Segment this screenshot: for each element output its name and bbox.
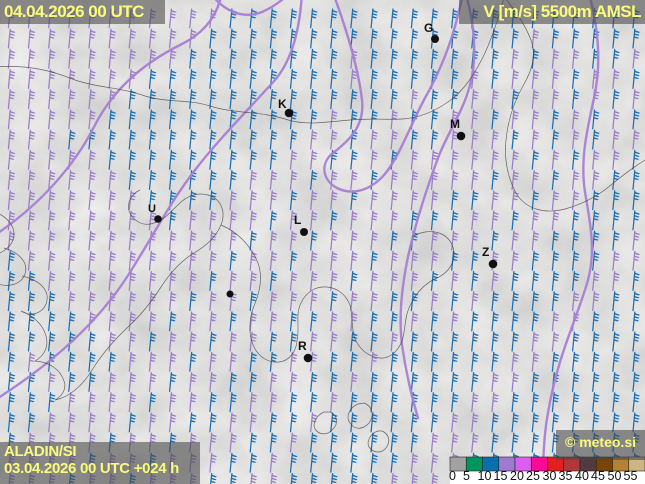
- svg-text:35: 35: [559, 469, 573, 483]
- svg-text:20: 20: [510, 469, 524, 483]
- svg-text:15: 15: [494, 469, 508, 483]
- svg-text:Z: Z: [482, 245, 489, 259]
- svg-text:U: U: [148, 203, 156, 215]
- svg-text:40: 40: [575, 469, 589, 483]
- svg-text:G: G: [424, 21, 433, 35]
- svg-text:R: R: [298, 339, 307, 353]
- svg-text:M: M: [450, 117, 460, 131]
- svg-text:50: 50: [608, 469, 622, 483]
- svg-text:0: 0: [449, 469, 456, 483]
- svg-text:10: 10: [478, 469, 492, 483]
- svg-text:L: L: [294, 213, 301, 227]
- svg-text:25: 25: [526, 469, 540, 483]
- svg-text:45: 45: [591, 469, 605, 483]
- svg-text:30: 30: [543, 469, 557, 483]
- svg-text:K: K: [278, 97, 287, 111]
- svg-text:55: 55: [624, 469, 638, 483]
- svg-text:5: 5: [463, 469, 470, 483]
